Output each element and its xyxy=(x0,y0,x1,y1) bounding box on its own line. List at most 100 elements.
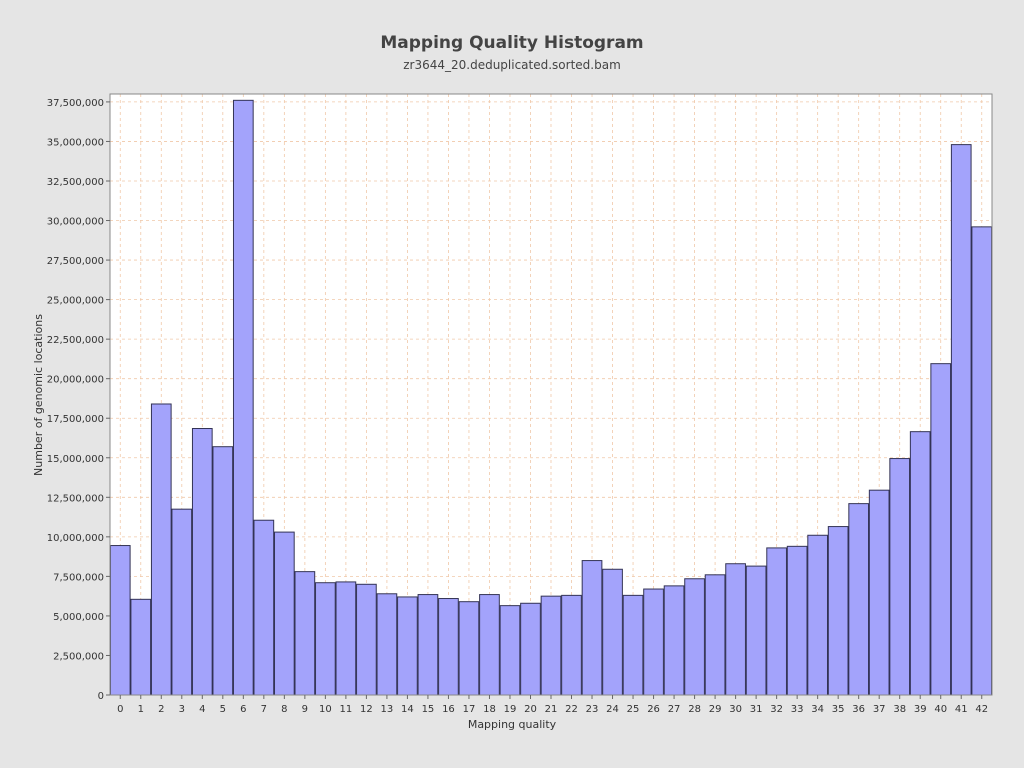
x-tick-label: 33 xyxy=(791,704,804,715)
y-tick-label: 0 xyxy=(98,691,104,702)
x-tick-label: 26 xyxy=(647,704,660,715)
x-tick-label: 2 xyxy=(158,704,164,715)
x-tick-label: 11 xyxy=(340,704,353,715)
histogram-bar xyxy=(130,598,152,696)
histogram-bar xyxy=(807,534,828,696)
histogram-bar xyxy=(499,605,521,696)
x-tick-label: 5 xyxy=(220,704,226,715)
histogram-bar xyxy=(356,583,377,696)
x-tick-label: 13 xyxy=(381,704,394,715)
x-tick-label: 40 xyxy=(934,704,947,715)
chart-subtitle: zr3644_20.deduplicated.sorted.bam xyxy=(403,58,621,72)
y-tick-label: 7,500,000 xyxy=(53,572,104,583)
x-tick-label: 17 xyxy=(463,704,476,715)
histogram-bar xyxy=(643,588,664,696)
x-tick-label: 10 xyxy=(319,704,332,715)
histogram-bar xyxy=(397,596,418,696)
histogram-bar xyxy=(868,489,890,696)
x-tick-label: 22 xyxy=(565,704,578,715)
x-tick-label: 6 xyxy=(240,704,246,715)
x-tick-label: 37 xyxy=(873,704,886,715)
x-tick-label: 32 xyxy=(770,704,783,715)
y-tick-label: 5,000,000 xyxy=(53,612,104,623)
histogram-bar xyxy=(909,431,931,696)
x-tick-label: 28 xyxy=(688,704,701,715)
histogram-bar xyxy=(950,144,972,696)
y-tick-label: 30,000,000 xyxy=(47,217,104,228)
histogram-bar xyxy=(622,594,644,696)
histogram-bar xyxy=(745,565,767,696)
y-tick-label: 25,000,000 xyxy=(47,296,104,307)
x-tick-label: 23 xyxy=(586,704,599,715)
x-tick-label: 18 xyxy=(483,704,496,715)
histogram-bar xyxy=(581,560,603,696)
x-tick-label: 14 xyxy=(401,704,414,715)
x-tick-label: 24 xyxy=(606,704,619,715)
y-tick-label: 15,000,000 xyxy=(47,454,104,465)
histogram-bar xyxy=(191,428,213,696)
x-tick-label: 21 xyxy=(545,704,558,715)
x-tick-label: 35 xyxy=(832,704,845,715)
histogram-bar xyxy=(766,547,787,696)
histogram-bar xyxy=(212,446,234,696)
x-axis-label: Mapping quality xyxy=(468,718,557,731)
chart-title: Mapping Quality Histogram xyxy=(380,33,643,53)
y-tick-label: 17,500,000 xyxy=(47,414,104,425)
histogram-bar xyxy=(376,593,398,696)
histogram-bar xyxy=(725,563,746,696)
x-tick-label: 42 xyxy=(975,704,988,715)
x-tick-label: 8 xyxy=(281,704,287,715)
x-tick-label: 9 xyxy=(302,704,308,715)
histogram-bar xyxy=(848,503,870,696)
histogram-bar xyxy=(253,519,275,696)
histogram-bar xyxy=(827,526,849,696)
histogram-bar xyxy=(232,99,254,696)
y-tick-label: 10,000,000 xyxy=(47,533,104,544)
histogram-bar xyxy=(458,601,480,696)
histogram-bar xyxy=(315,582,336,696)
bars xyxy=(109,99,993,696)
x-tick-label: 38 xyxy=(893,704,906,715)
histogram-bar xyxy=(663,585,685,696)
histogram-bar xyxy=(561,594,582,696)
histogram-bar xyxy=(930,363,952,696)
x-tick-label: 31 xyxy=(750,704,763,715)
histogram-bar xyxy=(294,571,316,696)
x-tick-label: 27 xyxy=(668,704,681,715)
histogram-bar xyxy=(786,545,808,696)
histogram-bar xyxy=(889,458,911,696)
histogram-bar xyxy=(171,508,193,696)
x-tick-label: 16 xyxy=(442,704,455,715)
histogram-bar xyxy=(335,581,357,696)
histogram-bar xyxy=(520,602,541,696)
x-tick-label: 39 xyxy=(914,704,927,715)
histogram-bar xyxy=(971,226,993,696)
y-tick-label: 32,500,000 xyxy=(47,177,104,188)
x-tick-label: 15 xyxy=(422,704,435,715)
histogram-bar xyxy=(438,598,459,696)
x-tick-label: 36 xyxy=(852,704,865,715)
y-tick-label: 37,500,000 xyxy=(47,98,104,109)
histogram-bar xyxy=(417,594,439,696)
y-tick-label: 20,000,000 xyxy=(47,375,104,386)
y-tick-label: 12,500,000 xyxy=(47,493,104,504)
x-tick-label: 30 xyxy=(729,704,742,715)
y-axis: 0 2,500,000 5,000,000 7,500,000 10,000,000 12… xyxy=(47,98,110,702)
x-tick-label: 1 xyxy=(138,704,144,715)
x-tick-label: 20 xyxy=(524,704,537,715)
x-tick-label: 0 xyxy=(117,704,123,715)
y-tick-label: 2,500,000 xyxy=(53,651,104,662)
x-tick-label: 3 xyxy=(179,704,185,715)
histogram-bar xyxy=(274,531,295,696)
x-axis: 0 1 2 3 4 5 6 7 8 9 10 11 12 13 14 15 16 17 18 19 20 21 22 23 24… xyxy=(117,695,988,715)
histogram-bar xyxy=(109,545,131,696)
x-tick-label: 4 xyxy=(199,704,205,715)
x-tick-label: 41 xyxy=(955,704,968,715)
y-tick-label: 27,500,000 xyxy=(47,256,104,267)
histogram-bar xyxy=(602,568,623,696)
x-tick-label: 7 xyxy=(261,704,267,715)
x-tick-label: 29 xyxy=(709,704,722,715)
y-axis-label: Number of genomic locations xyxy=(32,314,45,476)
x-tick-label: 34 xyxy=(811,704,824,715)
